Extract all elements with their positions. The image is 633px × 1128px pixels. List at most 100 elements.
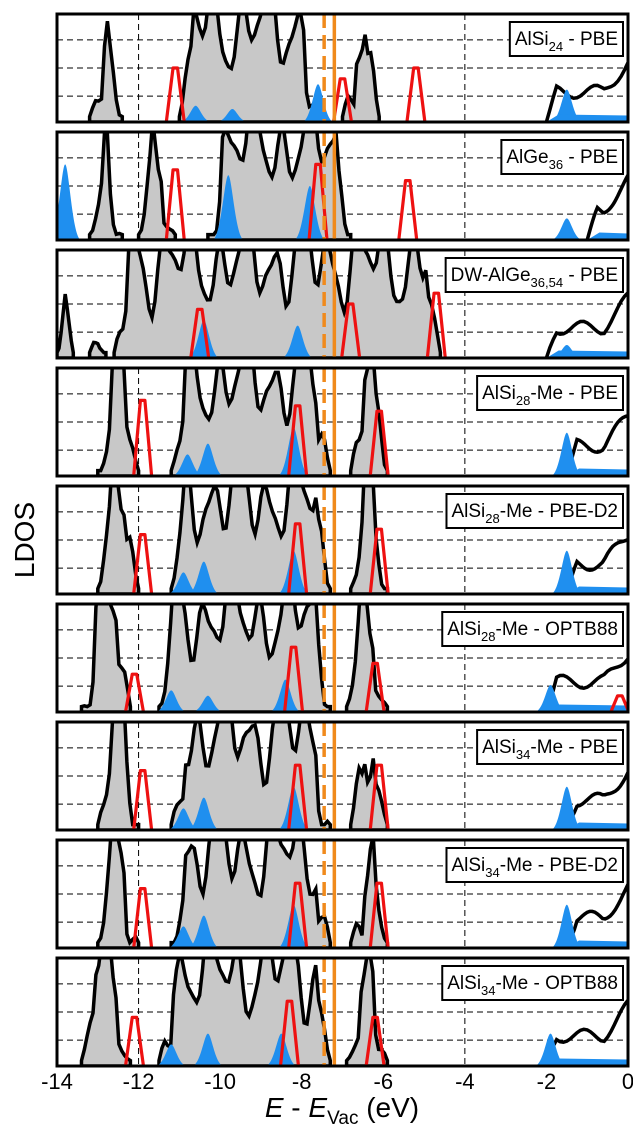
y-axis-label: LDOS <box>9 502 40 578</box>
legend-sub: 36,54 <box>531 275 564 290</box>
blue-pdos-peak <box>171 454 204 476</box>
legend-pre: AlSi <box>482 737 516 758</box>
blue-pdos-floor <box>546 704 628 712</box>
red-pdos-peak <box>364 661 386 712</box>
panel-frame <box>55 12 630 124</box>
panel-legend: AlGe36 - PBE <box>500 139 624 175</box>
panel-frame <box>55 956 630 1068</box>
panel-legend-text: AlSi34-Me - PBE <box>482 737 618 762</box>
blue-pdos-peak <box>187 797 220 830</box>
dos-conduction-outline <box>585 174 628 240</box>
legend-post: - PBE <box>563 29 618 50</box>
dos-conduction-outline <box>564 414 628 476</box>
blue-pdos-peak <box>550 432 583 476</box>
dos-conduction-outline <box>544 291 628 358</box>
panel-plot-area <box>57 958 628 1066</box>
panel-frame <box>55 720 630 832</box>
red-pdos-peak <box>368 763 390 830</box>
red-pdos-peak <box>123 1015 146 1066</box>
panel-legend-text: AlGe36 - PBE <box>506 147 618 172</box>
x-tick-labels: -14 -12 -10 -8 -6 -4 -2 0 <box>41 1069 633 1094</box>
red-pdos-peak <box>397 179 419 240</box>
x-tick-label: 0 <box>622 1069 633 1094</box>
panel-legend-text: AlSi28-Me - PBE <box>482 383 618 408</box>
panel-plot-area <box>57 604 628 712</box>
red-pdos-peak <box>287 881 309 948</box>
dos-conduction-outline <box>544 657 628 712</box>
panel-frame <box>55 484 630 596</box>
dos-conduction-outline <box>564 883 628 948</box>
blue-pdos-floor <box>566 822 628 830</box>
legend-sub: 34 <box>485 865 499 880</box>
blue-pdos-floor <box>566 940 628 948</box>
x-tick-label: -2 <box>537 1069 557 1094</box>
blue-pdos-peak <box>191 695 225 712</box>
legend-post: -Me - PBE <box>530 737 618 758</box>
blue-pdos-peak <box>167 926 200 948</box>
dos-band-fill <box>350 758 388 830</box>
x-axis-label-sub: Vac <box>327 1108 358 1128</box>
dos-band-fill <box>89 21 123 122</box>
panel-8: AlSi34-Me - PBE-D2 <box>55 838 630 950</box>
dos-band-outline <box>169 486 333 594</box>
red-pdos-peak <box>164 66 186 122</box>
panel-plot-area <box>57 486 628 594</box>
legend-sub: 28 <box>516 393 530 408</box>
legend-sub: 34 <box>516 747 530 762</box>
red-pdos-peak <box>340 302 362 358</box>
red-pdos-peak <box>368 409 390 476</box>
panel-frame <box>55 248 630 360</box>
dos-band-fill <box>138 132 176 240</box>
panel-legend: AlSi28-Me - OPTB88 <box>441 611 624 647</box>
dos-band-fill <box>171 722 331 830</box>
red-pdos-peak <box>368 881 390 948</box>
legend-sub: 28 <box>481 629 495 644</box>
dos-band-fill <box>346 958 388 1066</box>
panel-legend: AlSi28-Me - PBE <box>476 375 624 411</box>
blue-pdos-peak <box>167 572 200 594</box>
blue-pdos-floor <box>566 586 628 594</box>
legend-pre: AlSi <box>451 855 485 876</box>
blue-pdos-floor <box>566 468 628 476</box>
panel-frame <box>55 838 630 950</box>
blue-pdos-peak <box>191 1033 225 1066</box>
legend-post: -Me - PBE-D2 <box>500 855 618 876</box>
panel-legend-box <box>476 729 624 765</box>
panel-7: AlSi34-Me - PBE <box>55 720 630 832</box>
dos-conduction-outline <box>564 537 628 594</box>
panel-3: DW-AlGe36,54 - PBE <box>55 248 630 360</box>
legend-sub: 34 <box>481 983 495 998</box>
legend-post: -Me - OPTB88 <box>496 973 618 994</box>
panel-legend-box <box>476 375 624 411</box>
panel-9: AlSi34-Me - OPTB88 <box>55 956 630 1068</box>
blue-pdos-peak <box>187 320 220 358</box>
blue-pdos-floor <box>546 350 628 358</box>
dos-band-fill <box>97 840 139 948</box>
x-axis-label-var: E <box>265 1092 284 1123</box>
blue-pdos-peak <box>534 1033 567 1066</box>
blue-pdos-peak <box>550 786 583 830</box>
red-pdos-peak <box>287 522 309 594</box>
panel-legend: AlSi24 - PBE <box>508 21 624 57</box>
legend-pre: AlSi <box>447 619 481 640</box>
panel-legend-box <box>445 847 624 883</box>
dos-band-outline <box>344 958 390 1066</box>
blue-pdos-peak <box>57 164 82 240</box>
red-pdos-peak <box>331 77 354 122</box>
panel-frame <box>55 130 630 242</box>
dos-band-outline <box>348 368 390 476</box>
panel-legend-box <box>500 139 624 175</box>
legend-post: - PBE <box>563 147 618 168</box>
red-pdos-peak <box>287 404 309 476</box>
dos-band-outline <box>169 840 333 948</box>
legend-sub: 28 <box>485 511 499 526</box>
x-tick-label: -14 <box>41 1069 73 1094</box>
blue-pdos-peak <box>281 325 314 358</box>
dos-band-outline <box>87 132 125 240</box>
panel-6: AlSi28-Me - OPTB88 <box>55 602 630 714</box>
dos-band-outline <box>57 293 76 358</box>
panel-legend-text: AlSi34-Me - PBE-D2 <box>451 855 618 880</box>
panels-group: AlSi24 - PBE AlGe36 - PBE DW-AlGe36,54 - P… <box>55 12 630 1068</box>
blue-pdos-peak <box>277 904 310 948</box>
red-pdos-peak <box>164 168 186 240</box>
